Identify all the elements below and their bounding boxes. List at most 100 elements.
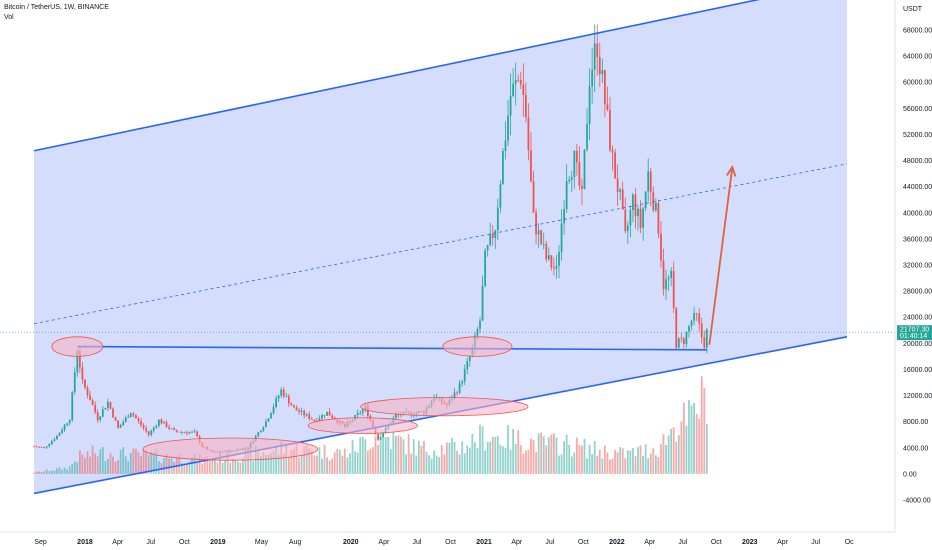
candle-body: [86, 387, 89, 396]
candle-body: [621, 189, 624, 210]
volume-bar: [494, 437, 497, 474]
highlight-ellipse[interactable]: [442, 336, 513, 357]
volume-bar: [173, 461, 176, 474]
volume-bar: [555, 437, 558, 474]
volume-bar: [369, 448, 372, 474]
volume-bar: [331, 458, 334, 474]
volume-bar: [542, 436, 545, 474]
candle-body: [379, 437, 382, 440]
candle-body: [609, 109, 611, 151]
volume-bar: [183, 464, 186, 474]
candle-body: [122, 421, 125, 426]
volume-bar: [201, 463, 204, 474]
candle-body: [489, 233, 492, 246]
volume-bar: [270, 452, 272, 474]
volume-bar: [287, 457, 290, 474]
candle-body: [570, 176, 573, 180]
volume-bar: [349, 453, 351, 474]
volume-bar: [458, 454, 461, 474]
volume-bar: [642, 455, 645, 474]
volume-bar: [568, 444, 571, 474]
volume-bar: [50, 470, 53, 474]
candle-body: [63, 425, 66, 430]
volume-bar: [359, 437, 362, 474]
highlight-ellipse[interactable]: [360, 397, 529, 417]
volume-bar: [545, 445, 548, 474]
candle-body: [308, 414, 311, 419]
candle-body: [295, 407, 298, 411]
trend-arrow[interactable]: [708, 166, 734, 345]
volume-bar: [196, 462, 199, 474]
candle-body: [456, 392, 458, 394]
candle-body: [91, 400, 94, 405]
highlight-ellipse[interactable]: [307, 417, 418, 434]
volume-bar: [101, 447, 104, 474]
price-tick-label: 28000.00: [903, 289, 932, 296]
volume-bar: [461, 441, 464, 474]
volume-bar: [344, 448, 346, 474]
candle-body: [71, 392, 74, 421]
volume-bar: [226, 450, 229, 474]
volume-bar: [142, 449, 145, 474]
highlight-ellipse[interactable]: [142, 437, 319, 461]
symbol-title[interactable]: Bitcoin / TetherUS, 1W, BINANCE: [4, 4, 109, 11]
volume-bar: [624, 458, 627, 474]
volume-indicator-label[interactable]: Vol: [4, 14, 14, 21]
volume-bar: [267, 454, 270, 474]
channel-upper-line[interactable]: [33, 0, 847, 152]
candle-body: [537, 230, 540, 235]
candle-body: [504, 140, 507, 151]
candle-body: [690, 320, 693, 327]
candle-body: [644, 191, 647, 209]
volume-bar: [298, 457, 300, 474]
time-tick-label: Apr: [112, 539, 124, 546]
volume-bar: [244, 448, 247, 474]
support-line[interactable]: [77, 345, 707, 351]
candle-body: [280, 389, 283, 396]
volume-bar: [242, 457, 244, 474]
volume-bar: [665, 444, 667, 474]
volume-bar: [593, 441, 596, 474]
candle-body: [117, 420, 119, 428]
volume-bar: [621, 448, 624, 474]
highlight-ellipse[interactable]: [51, 336, 104, 357]
price-tag[interactable]: [897, 325, 932, 341]
volume-bar: [445, 442, 448, 474]
candle-body: [591, 69, 594, 87]
volume-bar: [614, 449, 616, 474]
candle-body: [48, 444, 51, 447]
price-tick-label: 20000.00: [903, 341, 932, 348]
volume-bar: [387, 437, 390, 474]
volume-bar: [124, 456, 127, 474]
volume-bar: [104, 460, 107, 474]
currency-label[interactable]: USDT: [903, 6, 923, 13]
candle-body: [270, 413, 272, 419]
volume-bar: [336, 449, 339, 474]
candle-body: [142, 425, 145, 429]
volume-bar: [211, 459, 214, 474]
volume-bar: [56, 468, 58, 474]
volume-bar: [565, 434, 568, 474]
candle-body: [507, 115, 509, 141]
candle-body: [96, 412, 99, 421]
volume-bar: [606, 452, 609, 474]
price-axis-background: [895, 0, 932, 550]
time-tick-label: Aug: [289, 539, 302, 546]
price-tick-label: 16000.00: [903, 367, 932, 374]
candle-body: [265, 421, 267, 428]
volume-bar: [700, 376, 703, 474]
price-tag-countdown: 01:40:14: [900, 333, 927, 340]
channel-mid-line[interactable]: [33, 163, 848, 325]
volume-bar: [553, 433, 555, 474]
volume-bar: [570, 456, 573, 474]
volume-bar: [206, 456, 209, 474]
volume-bar: [379, 432, 382, 474]
candle-body: [356, 413, 359, 416]
volume-bar: [484, 450, 486, 474]
candle-body: [619, 189, 622, 192]
candle-body: [573, 150, 576, 177]
volume-bar: [468, 447, 471, 474]
volume-bar: [550, 434, 553, 474]
volume-bar: [524, 450, 527, 474]
